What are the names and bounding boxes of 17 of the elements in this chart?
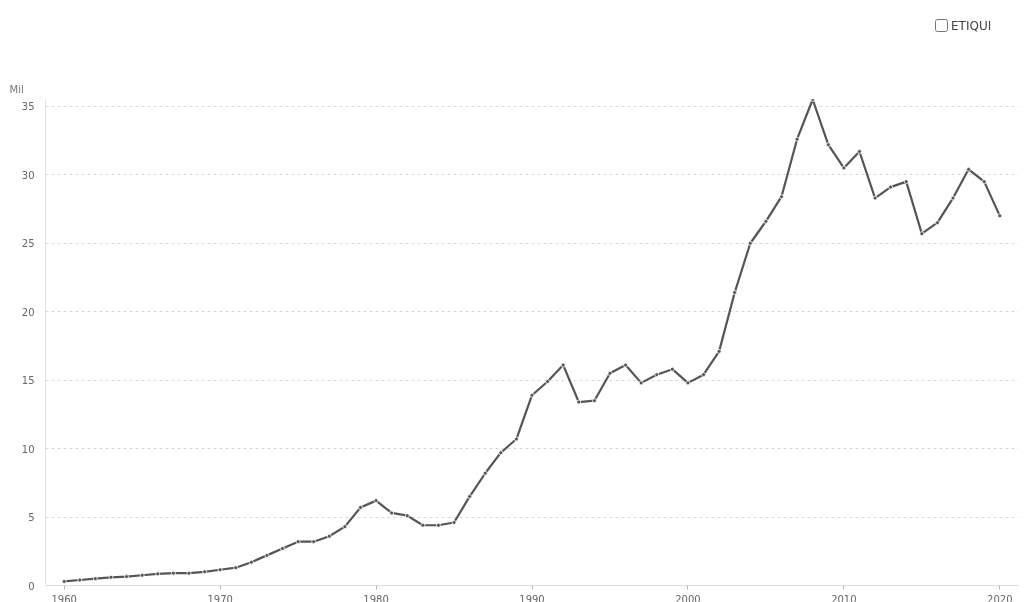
x-tick-label: 2020 — [987, 593, 1013, 602]
x-tick-label: 2000 — [675, 593, 701, 602]
y-tick-label: 10 — [21, 443, 35, 455]
y-tick-label: 35 — [21, 101, 35, 113]
x-tick-label: 1970 — [207, 593, 233, 602]
y-tick-label: 15 — [21, 375, 35, 387]
x-tick-label: 1980 — [363, 593, 389, 602]
x-tick-label: 1990 — [519, 593, 545, 602]
y-tick-label: 0 — [28, 580, 35, 592]
text: ETIQUI — [951, 19, 992, 33]
y-axis-title: Mil — [9, 83, 24, 95]
x-tick-label: 2010 — [831, 593, 857, 602]
y-tick-label: 25 — [21, 238, 35, 250]
y-tick-label: 5 — [28, 512, 35, 524]
y-tick-label: 30 — [21, 169, 35, 181]
y-tick-label: 20 — [21, 306, 35, 318]
x-tick-label: 1960 — [51, 593, 77, 602]
